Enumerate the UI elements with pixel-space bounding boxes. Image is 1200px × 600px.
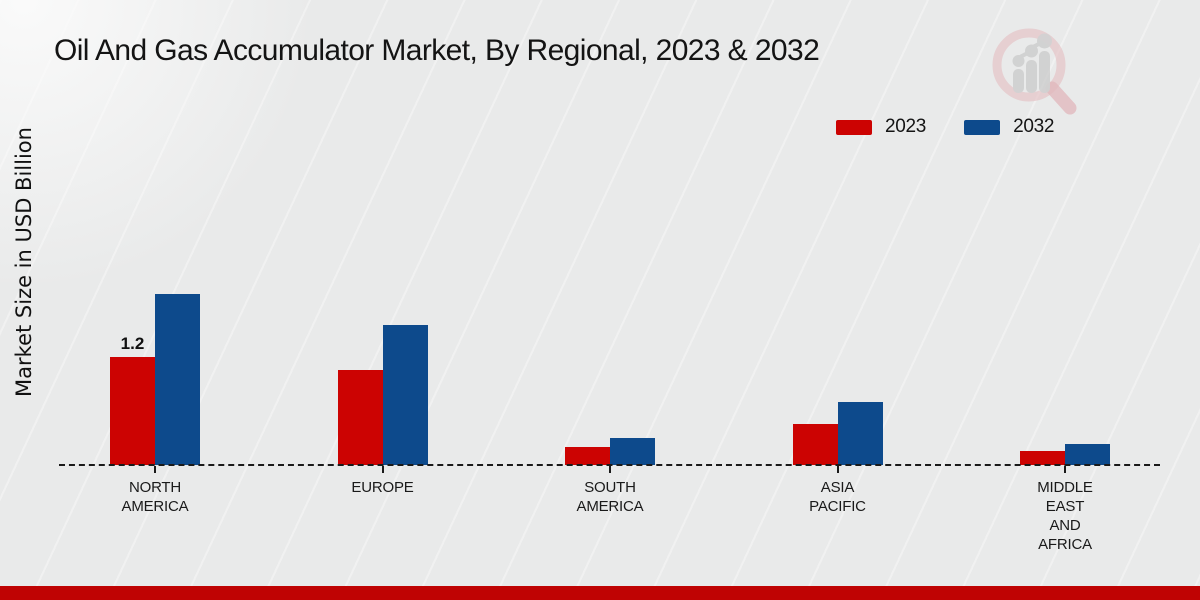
bar-2032-south-america	[610, 438, 655, 465]
legend-item-2023: 2023	[836, 116, 926, 138]
x-axis-label-asia-pacific: ASIA PACIFIC	[809, 479, 866, 515]
legend-label-2032: 2032	[1013, 116, 1055, 137]
magnifier-bar-chart-logo-icon	[992, 28, 1077, 115]
x-tick-asia-pacific	[836, 466, 839, 473]
x-axis-label-south-america: SOUTH AMERICA	[576, 479, 644, 515]
footer-accent-bar	[0, 586, 1200, 600]
bar-2023-asia-pacific	[792, 424, 838, 465]
x-axis-label-middle-east-and-africa: MIDDLE EAST AND AFRICA	[1037, 479, 1093, 553]
x-tick-europe	[381, 466, 384, 473]
bar-2023-north-america	[110, 357, 155, 465]
bar-2032-europe	[382, 325, 428, 465]
x-tick-north-america	[154, 466, 156, 473]
chart-title: Oil And Gas Accumulator Market, By Regio…	[54, 34, 820, 67]
legend-label-2023: 2023	[885, 116, 927, 137]
bar-2023-middle-east-and-africa	[1020, 451, 1065, 465]
bar-value-label-1.2: 1.2	[120, 334, 145, 353]
x-tick-middle-east-and-africa	[1064, 466, 1066, 473]
legend-swatch-2023	[836, 119, 872, 135]
x-tick-south-america	[609, 466, 611, 473]
bar-2032-asia-pacific	[837, 402, 883, 465]
legend-swatch-2032	[964, 119, 1001, 135]
legend: 2023 2032	[836, 116, 1054, 138]
bar-2032-north-america	[155, 294, 200, 465]
bar-2023-europe	[337, 370, 383, 465]
bar-2032-middle-east-and-africa	[1065, 444, 1110, 465]
x-axis-label-north-america: NORTH AMERICA	[121, 479, 189, 515]
x-axis-baseline	[59, 464, 1160, 466]
bar-2023-south-america	[565, 447, 610, 465]
y-axis-label: Market Size in USD Billion	[12, 127, 36, 397]
x-axis-label-europe: EUROPE	[351, 479, 414, 496]
legend-item-2032: 2032	[964, 116, 1054, 138]
